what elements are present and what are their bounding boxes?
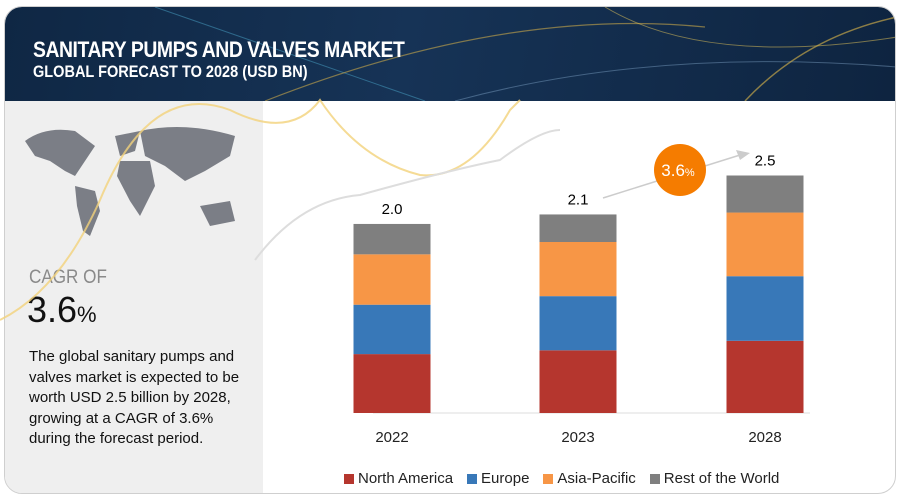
decorative-curve — [254, 129, 561, 261]
legend-item: Asia-Pacific — [543, 470, 636, 487]
legend-swatch — [649, 473, 660, 484]
cagr-badge — [654, 144, 706, 196]
legend-label: Europe — [481, 470, 530, 487]
legend-swatch — [344, 473, 354, 484]
bar-total-label: 2.0 — [382, 201, 403, 218]
cagr-badge-unit: % — [685, 167, 695, 179]
legend-swatch — [467, 473, 478, 484]
legend-item: North America — [344, 470, 453, 487]
chart-legend: North America Europe Asia-Pacific Rest of t… — [344, 470, 779, 487]
cagr-badge-value: 3.6 — [661, 161, 685, 180]
legend-item: Europe — [467, 470, 529, 487]
bar-segment-asia-pacific-2028 — [726, 212, 804, 277]
bar-segment-rest-of-the-world-2023 — [539, 214, 617, 242]
bar-segment-north-america-2023 — [539, 350, 617, 413]
decorative-curve — [0, 98, 521, 321]
legend-label: Rest of the World — [663, 470, 780, 487]
bar-segment-rest-of-the-world-2022 — [353, 223, 431, 255]
legend-item: Rest of the World — [649, 470, 780, 487]
market-description: The global sanitary pumps and valves mar… — [29, 348, 240, 447]
bar-segment-asia-pacific-2023 — [539, 242, 617, 297]
bar-total-label: 2.5 — [755, 153, 776, 170]
x-tick-label: 2022 — [375, 429, 408, 446]
bar-segment-north-america-2022 — [353, 354, 431, 413]
x-tick-label: 2028 — [748, 429, 781, 446]
bar-segment-rest-of-the-world-2028 — [726, 175, 804, 213]
cagr-unit: % — [77, 302, 97, 327]
bar-segment-asia-pacific-2022 — [353, 254, 431, 305]
cagr-badge-text: 3.6% — [661, 161, 695, 180]
bar-segment-europe-2023 — [539, 296, 617, 351]
bar-segment-north-america-2028 — [726, 340, 804, 413]
page-subtitle: GLOBAL FORECAST TO 2028 (USD BN) — [33, 63, 308, 81]
header-banner: SANITARY PUMPS AND VALVES MARKET GLOBAL … — [5, 7, 895, 101]
summary-panel: CAGR OF 3.6% The global sanitary pumps a… — [5, 101, 263, 493]
page-title: SANITARY PUMPS AND VALVES MARKET — [33, 37, 405, 62]
legend-swatch — [543, 473, 554, 484]
x-tick-label: 2023 — [561, 429, 594, 446]
legend-label: North America — [358, 470, 454, 487]
bar-total-label: 2.1 — [568, 191, 589, 208]
header-light-streaks — [154, 7, 895, 101]
arrow-head-icon — [736, 150, 750, 160]
bar-segment-europe-2022 — [353, 304, 431, 355]
bar-segment-europe-2028 — [726, 276, 804, 341]
world-map-icon — [25, 127, 235, 236]
legend-label: Asia-Pacific — [557, 470, 636, 487]
